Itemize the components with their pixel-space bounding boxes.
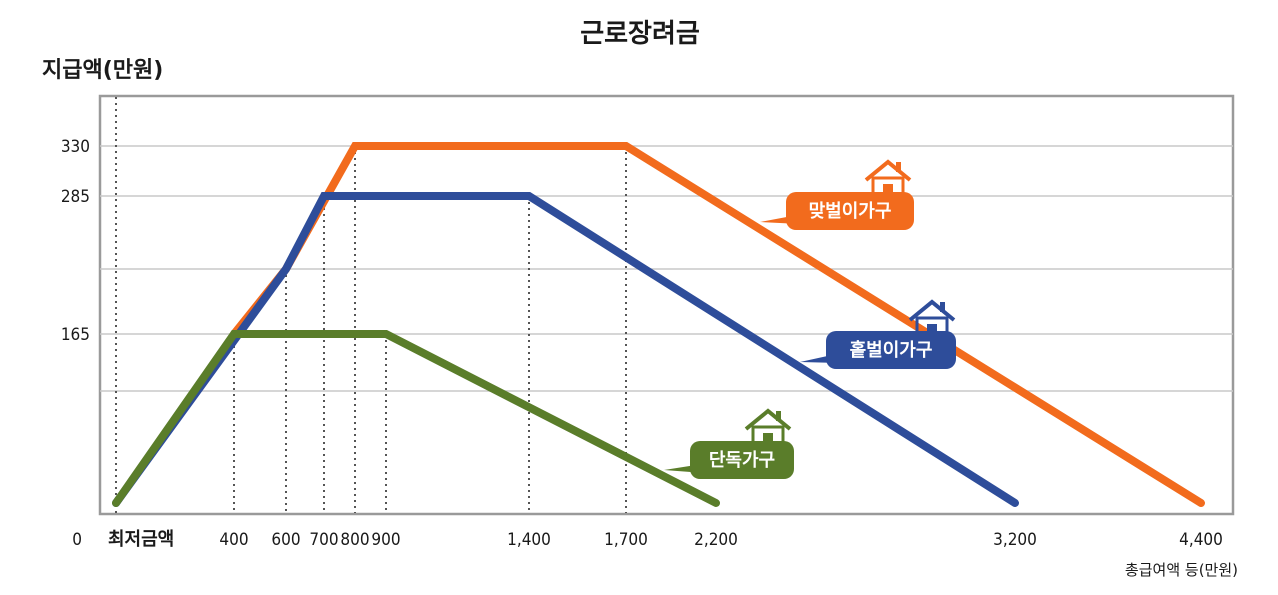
x-tick-label: 4,400 xyxy=(1179,530,1223,550)
x-axis-title: 총급여액 등(만원) xyxy=(1125,561,1238,579)
y-tick-label: 285 xyxy=(61,187,90,207)
label-badge xyxy=(826,331,956,369)
series-name: 단독가구 xyxy=(709,450,775,471)
x-tick-label: 1,400 xyxy=(507,530,551,550)
series-name: 맞벌이가구 xyxy=(809,201,892,222)
y-tick-label: 0 xyxy=(72,530,82,550)
y-axis-title: 지급액(만원) xyxy=(42,58,163,83)
series-label-1: 홑벌이가구 xyxy=(800,299,956,369)
series-line-2 xyxy=(112,330,720,507)
series-lines xyxy=(112,142,1205,507)
tick-labels: 0 165 285 330 최저금액 400 600 700 800 900 1,400 1,700 2… xyxy=(61,137,1223,550)
dotted-reference-lines xyxy=(115,97,627,513)
x-tick-label: 700 xyxy=(309,530,338,550)
x-tick-label: 800 xyxy=(340,530,369,550)
series-label-2: 단독가구 xyxy=(664,408,794,479)
x-tick-label: 3,200 xyxy=(993,530,1037,550)
x-tick-label: 400 xyxy=(219,530,248,550)
x-tick-label: 1,700 xyxy=(604,530,648,550)
plot-frame xyxy=(98,94,1235,516)
series-name: 홑벌이가구 xyxy=(850,339,933,361)
x-tick-label: 600 xyxy=(271,530,300,550)
x-tick-label: 900 xyxy=(371,530,400,550)
grid-lines xyxy=(100,145,1233,392)
x-tick-label: 2,200 xyxy=(694,530,738,550)
house-icon xyxy=(744,408,792,447)
x-min-label: 최저금액 xyxy=(108,529,174,550)
label-badge xyxy=(690,441,794,479)
label-badge xyxy=(786,192,914,230)
series-label-0: 맞벌이가구 xyxy=(760,159,914,230)
chart-title: 근로장려금 xyxy=(580,19,700,49)
house-icon xyxy=(864,159,912,198)
y-tick-label: 165 xyxy=(61,325,90,345)
y-tick-label: 330 xyxy=(61,137,90,157)
house-icon xyxy=(908,299,956,338)
